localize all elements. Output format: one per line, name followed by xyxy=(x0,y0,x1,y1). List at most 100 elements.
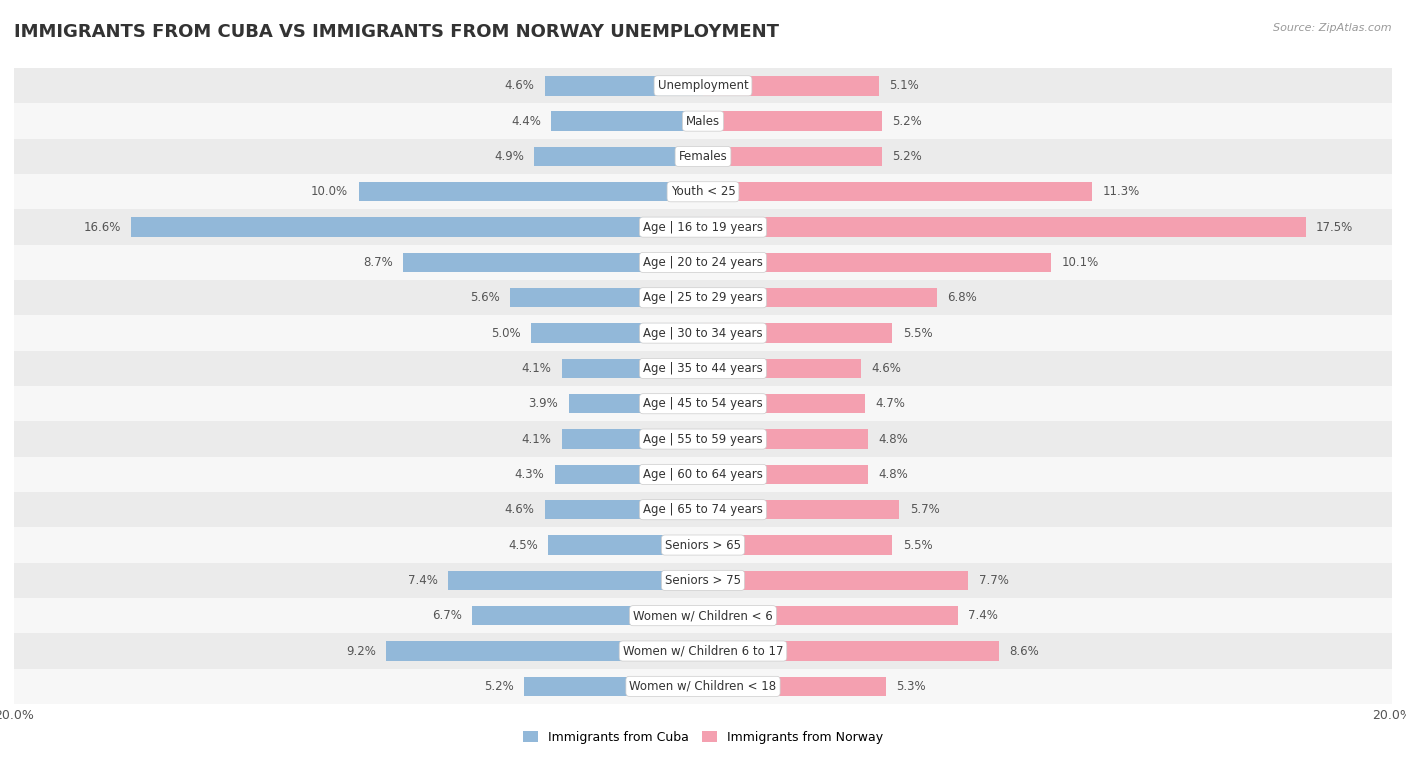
Bar xyxy=(14,668,1392,704)
Bar xyxy=(14,139,1392,174)
Bar xyxy=(703,535,893,555)
Bar xyxy=(14,528,1392,562)
Bar xyxy=(562,359,703,378)
Text: Age | 20 to 24 years: Age | 20 to 24 years xyxy=(643,256,763,269)
Text: 17.5%: 17.5% xyxy=(1316,220,1354,234)
Bar xyxy=(510,288,703,307)
Text: 8.6%: 8.6% xyxy=(1010,644,1039,658)
Text: 7.4%: 7.4% xyxy=(408,574,437,587)
Bar xyxy=(524,677,703,696)
Text: 5.2%: 5.2% xyxy=(893,114,922,128)
Bar xyxy=(548,535,703,555)
Text: Unemployment: Unemployment xyxy=(658,79,748,92)
Bar xyxy=(703,429,869,449)
Text: 5.2%: 5.2% xyxy=(893,150,922,163)
Text: 11.3%: 11.3% xyxy=(1102,185,1140,198)
Bar xyxy=(703,217,1306,237)
Bar xyxy=(131,217,703,237)
Bar xyxy=(14,245,1392,280)
Text: Source: ZipAtlas.com: Source: ZipAtlas.com xyxy=(1274,23,1392,33)
Text: 4.4%: 4.4% xyxy=(512,114,541,128)
Bar xyxy=(551,111,703,131)
Bar xyxy=(703,111,882,131)
Bar xyxy=(703,571,969,590)
Text: Women w/ Children < 18: Women w/ Children < 18 xyxy=(630,680,776,693)
Bar xyxy=(703,147,882,167)
Text: Age | 60 to 64 years: Age | 60 to 64 years xyxy=(643,468,763,481)
Bar xyxy=(544,500,703,519)
Text: Youth < 25: Youth < 25 xyxy=(671,185,735,198)
Text: Women w/ Children < 6: Women w/ Children < 6 xyxy=(633,609,773,622)
Text: 9.2%: 9.2% xyxy=(346,644,375,658)
Text: Age | 55 to 59 years: Age | 55 to 59 years xyxy=(643,432,763,446)
Text: Females: Females xyxy=(679,150,727,163)
Text: 5.5%: 5.5% xyxy=(903,326,932,340)
Bar xyxy=(703,323,893,343)
Text: Age | 65 to 74 years: Age | 65 to 74 years xyxy=(643,503,763,516)
Text: 16.6%: 16.6% xyxy=(83,220,121,234)
Text: 4.7%: 4.7% xyxy=(875,397,905,410)
Text: 5.3%: 5.3% xyxy=(896,680,925,693)
Text: Seniors > 65: Seniors > 65 xyxy=(665,538,741,552)
Legend: Immigrants from Cuba, Immigrants from Norway: Immigrants from Cuba, Immigrants from No… xyxy=(519,726,887,749)
Bar xyxy=(404,253,703,273)
Text: 6.8%: 6.8% xyxy=(948,291,977,304)
Text: Age | 45 to 54 years: Age | 45 to 54 years xyxy=(643,397,763,410)
Text: 4.6%: 4.6% xyxy=(505,503,534,516)
Text: 7.4%: 7.4% xyxy=(969,609,998,622)
Bar xyxy=(14,422,1392,456)
Bar xyxy=(568,394,703,413)
Bar xyxy=(14,492,1392,528)
Bar xyxy=(14,562,1392,598)
Text: 5.0%: 5.0% xyxy=(491,326,520,340)
Text: Women w/ Children 6 to 17: Women w/ Children 6 to 17 xyxy=(623,644,783,658)
Bar xyxy=(703,606,957,625)
Text: 4.5%: 4.5% xyxy=(508,538,537,552)
Text: 6.7%: 6.7% xyxy=(432,609,461,622)
Bar xyxy=(387,641,703,661)
Bar xyxy=(14,350,1392,386)
Text: 4.1%: 4.1% xyxy=(522,362,551,375)
Bar xyxy=(544,76,703,95)
Text: Age | 35 to 44 years: Age | 35 to 44 years xyxy=(643,362,763,375)
Bar xyxy=(703,500,900,519)
Text: 4.8%: 4.8% xyxy=(879,468,908,481)
Text: 4.1%: 4.1% xyxy=(522,432,551,446)
Bar xyxy=(14,280,1392,316)
Bar xyxy=(703,182,1092,201)
Text: 4.8%: 4.8% xyxy=(879,432,908,446)
Bar xyxy=(703,641,1000,661)
Bar xyxy=(703,253,1050,273)
Bar xyxy=(14,174,1392,210)
Bar xyxy=(555,465,703,484)
Text: 10.0%: 10.0% xyxy=(311,185,349,198)
Bar xyxy=(703,677,886,696)
Text: 3.9%: 3.9% xyxy=(529,397,558,410)
Text: 5.6%: 5.6% xyxy=(470,291,499,304)
Bar xyxy=(703,465,869,484)
Bar xyxy=(472,606,703,625)
Bar xyxy=(14,68,1392,104)
Text: 5.5%: 5.5% xyxy=(903,538,932,552)
Text: Seniors > 75: Seniors > 75 xyxy=(665,574,741,587)
Text: 8.7%: 8.7% xyxy=(363,256,392,269)
Bar xyxy=(703,76,879,95)
Text: Age | 25 to 29 years: Age | 25 to 29 years xyxy=(643,291,763,304)
Text: Age | 16 to 19 years: Age | 16 to 19 years xyxy=(643,220,763,234)
Text: IMMIGRANTS FROM CUBA VS IMMIGRANTS FROM NORWAY UNEMPLOYMENT: IMMIGRANTS FROM CUBA VS IMMIGRANTS FROM … xyxy=(14,23,779,41)
Bar xyxy=(14,210,1392,245)
Bar xyxy=(703,359,862,378)
Text: 7.7%: 7.7% xyxy=(979,574,1008,587)
Bar xyxy=(14,316,1392,350)
Text: 4.3%: 4.3% xyxy=(515,468,544,481)
Bar xyxy=(449,571,703,590)
Bar xyxy=(359,182,703,201)
Bar xyxy=(703,394,865,413)
Bar xyxy=(14,104,1392,139)
Bar xyxy=(14,598,1392,634)
Text: Age | 30 to 34 years: Age | 30 to 34 years xyxy=(643,326,763,340)
Bar xyxy=(534,147,703,167)
Text: 5.2%: 5.2% xyxy=(484,680,513,693)
Text: Males: Males xyxy=(686,114,720,128)
Bar xyxy=(703,288,938,307)
